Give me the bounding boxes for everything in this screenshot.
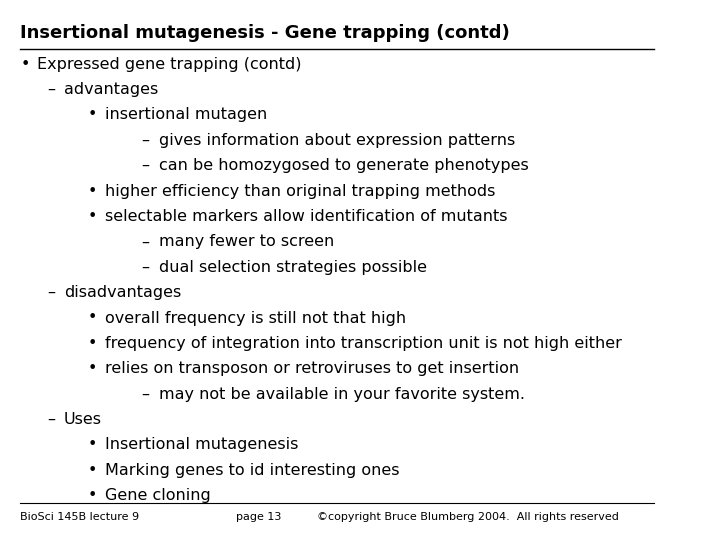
Text: –: – <box>48 412 55 427</box>
Text: selectable markers allow identification of mutants: selectable markers allow identification … <box>104 209 507 224</box>
Text: •: • <box>88 437 97 453</box>
Text: relies on transposon or retroviruses to get insertion: relies on transposon or retroviruses to … <box>104 361 518 376</box>
Text: frequency of integration into transcription unit is not high either: frequency of integration into transcript… <box>104 336 621 351</box>
Text: BioSci 145B lecture 9: BioSci 145B lecture 9 <box>20 512 140 522</box>
Text: •: • <box>88 488 97 503</box>
Text: –: – <box>48 82 55 97</box>
Text: Gene cloning: Gene cloning <box>104 488 210 503</box>
Text: –: – <box>142 387 150 402</box>
Text: can be homozygosed to generate phenotypes: can be homozygosed to generate phenotype… <box>158 158 528 173</box>
Text: advantages: advantages <box>64 82 158 97</box>
Text: overall frequency is still not that high: overall frequency is still not that high <box>104 310 405 326</box>
Text: •: • <box>88 361 97 376</box>
Text: •: • <box>88 209 97 224</box>
Text: higher efficiency than original trapping methods: higher efficiency than original trapping… <box>104 184 495 199</box>
Text: dual selection strategies possible: dual selection strategies possible <box>158 260 426 275</box>
Text: –: – <box>48 285 55 300</box>
Text: •: • <box>88 184 97 199</box>
Text: Expressed gene trapping (contd): Expressed gene trapping (contd) <box>37 57 302 72</box>
Text: •: • <box>88 336 97 351</box>
Text: gives information about expression patterns: gives information about expression patte… <box>158 133 515 148</box>
Text: many fewer to screen: many fewer to screen <box>158 234 334 249</box>
Text: •: • <box>88 310 97 326</box>
Text: –: – <box>142 234 150 249</box>
Text: Insertional mutagenesis: Insertional mutagenesis <box>104 437 298 453</box>
Text: Uses: Uses <box>64 412 102 427</box>
Text: ©copyright Bruce Blumberg 2004.  All rights reserved: ©copyright Bruce Blumberg 2004. All righ… <box>317 512 619 522</box>
Text: •: • <box>88 463 97 478</box>
Text: –: – <box>142 260 150 275</box>
Text: Marking genes to id interesting ones: Marking genes to id interesting ones <box>104 463 399 478</box>
Text: insertional mutagen: insertional mutagen <box>104 107 267 123</box>
Text: may not be available in your favorite system.: may not be available in your favorite sy… <box>158 387 525 402</box>
Text: •: • <box>88 107 97 123</box>
Text: •: • <box>20 57 30 72</box>
Text: –: – <box>142 133 150 148</box>
Text: page 13: page 13 <box>236 512 282 522</box>
Text: –: – <box>142 158 150 173</box>
Text: disadvantages: disadvantages <box>64 285 181 300</box>
Text: Insertional mutagenesis - Gene trapping (contd): Insertional mutagenesis - Gene trapping … <box>20 24 510 42</box>
